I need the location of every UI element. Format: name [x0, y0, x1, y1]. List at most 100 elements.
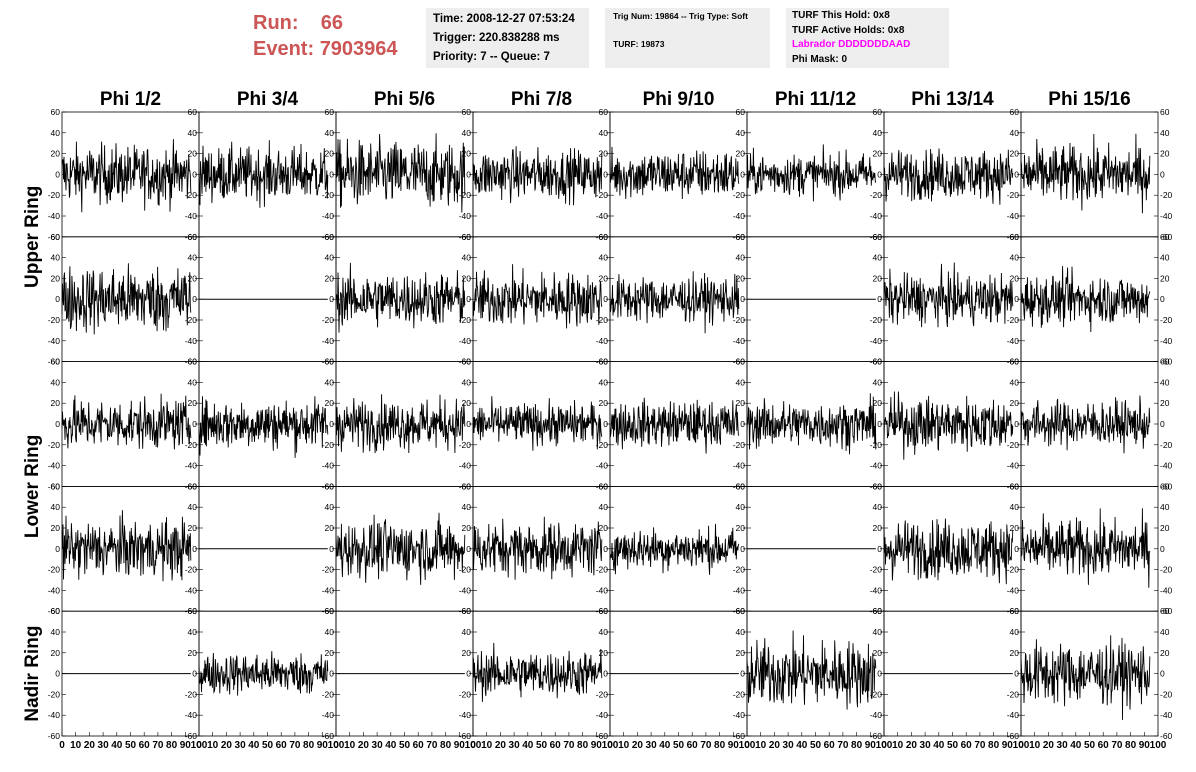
y-tick-label: 0	[603, 669, 608, 679]
x-tick-label: 0	[607, 740, 613, 751]
y-tick-label: 0	[329, 544, 334, 554]
y-tick-label: 60	[1010, 357, 1020, 367]
run-label: Run:	[253, 12, 299, 34]
y-tick-label: 40	[51, 502, 61, 512]
y-tick-label: 40	[736, 627, 746, 637]
y-tick-label: 40	[462, 128, 472, 138]
y-tick-label: 60	[1010, 606, 1020, 616]
y-tick-label: 60	[873, 481, 883, 491]
y-tick-label: -40	[596, 461, 609, 471]
y-tick-label: 20	[188, 648, 198, 658]
y-tick-label: 60	[599, 481, 609, 491]
waveform-trace	[609, 523, 740, 575]
y-tick-label: -20	[459, 440, 472, 450]
y-tick-label: -20	[733, 565, 746, 575]
y-tick-label: 40	[873, 253, 883, 263]
x-tick-label: 50	[399, 740, 411, 751]
y-tick-label: 0	[740, 294, 745, 304]
y-tick-label: -20	[185, 689, 198, 699]
y-tick-label: -40	[870, 211, 883, 221]
y-tick-label: -40	[1160, 710, 1173, 720]
waveform-trace	[61, 139, 192, 213]
y-tick-label: 20	[51, 149, 61, 159]
y-tick-label: 20	[325, 523, 335, 533]
y-tick-label: -40	[48, 585, 61, 595]
y-tick-label: 40	[51, 627, 61, 637]
y-tick-label: 60	[1010, 107, 1020, 117]
y-tick-label: 60	[462, 481, 472, 491]
x-tick-label: 0	[881, 740, 887, 751]
y-tick-label: -40	[48, 211, 61, 221]
y-tick-label: 0	[603, 169, 608, 179]
y-tick-label: -40	[733, 336, 746, 346]
y-tick-label: -20	[459, 315, 472, 325]
phi-mask-text: Phi Mask: 0	[792, 53, 848, 65]
y-tick-label: -40	[870, 710, 883, 720]
y-tick-label: 0	[603, 419, 608, 429]
y-tick-label: 60	[188, 606, 198, 616]
y-tick-label: 0	[1014, 294, 1019, 304]
y-tick-label: 40	[188, 128, 198, 138]
x-tick-label: 90	[728, 740, 740, 751]
y-tick-label: -60	[1160, 357, 1173, 367]
y-tick-label: -20	[1007, 565, 1020, 575]
x-tick-label: 40	[1070, 740, 1082, 751]
panel-frame	[472, 610, 611, 737]
y-tick-label: 60	[51, 107, 61, 117]
y-tick-label: -60	[1160, 606, 1173, 616]
y-tick-label: 0	[1160, 544, 1165, 554]
y-tick-label: 20	[1010, 523, 1020, 533]
y-tick-label: -40	[185, 461, 198, 471]
x-tick-label: 90	[317, 740, 329, 751]
y-tick-label: -40	[1007, 211, 1020, 221]
y-tick-label: -20	[733, 440, 746, 450]
x-tick-label: 70	[700, 740, 712, 751]
y-tick-label: 0	[466, 544, 471, 554]
y-tick-label: -20	[733, 315, 746, 325]
x-tick-label: 90	[1139, 740, 1151, 751]
x-tick-label: 50	[262, 740, 274, 751]
y-tick-label: 0	[55, 294, 60, 304]
y-tick-label: 40	[599, 502, 609, 512]
y-tick-label: 0	[192, 544, 197, 554]
trigger-info-box: Trig Num: 19864 -- Trig Type: Soft TURF:…	[605, 8, 770, 68]
y-tick-label: 0	[192, 169, 197, 179]
y-tick-label: 0	[1014, 169, 1019, 179]
x-tick-label: 60	[139, 740, 151, 751]
y-tick-label: -20	[1007, 440, 1020, 450]
y-tick-label: -40	[185, 336, 198, 346]
y-tick-label: -20	[185, 315, 198, 325]
y-tick-label: 20	[1160, 648, 1170, 658]
y-tick-label: 40	[1160, 627, 1170, 637]
y-tick-label: -40	[48, 710, 61, 720]
y-tick-label: 20	[873, 523, 883, 533]
y-tick-label: -40	[185, 585, 198, 595]
x-tick-label: 30	[646, 740, 658, 751]
y-tick-label: -40	[459, 585, 472, 595]
y-tick-label: 20	[51, 648, 61, 658]
x-tick-label: 10	[70, 740, 82, 751]
y-tick-label: -20	[48, 565, 61, 575]
run-line: Run: 66	[253, 10, 398, 36]
y-tick-label: 0	[55, 169, 60, 179]
waveform-trace	[198, 140, 329, 208]
y-tick-label: -20	[733, 190, 746, 200]
x-tick-label: 60	[687, 740, 699, 751]
y-tick-label: 0	[740, 544, 745, 554]
y-tick-label: -40	[1007, 710, 1020, 720]
y-tick-label: -60	[48, 481, 61, 491]
y-tick-label: 60	[325, 606, 335, 616]
x-tick-label: 20	[632, 740, 644, 751]
y-tick-label: -20	[1007, 689, 1020, 699]
y-tick-label: 60	[462, 107, 472, 117]
y-tick-label: 20	[1160, 149, 1170, 159]
y-tick-label: 40	[188, 377, 198, 387]
y-tick-label: 40	[599, 377, 609, 387]
y-tick-label: 20	[873, 149, 883, 159]
x-tick-label: 60	[413, 740, 425, 751]
waveform-trace	[335, 512, 466, 585]
y-tick-label: 20	[736, 648, 746, 658]
y-tick-label: 0	[55, 419, 60, 429]
column-title: Phi 3/4	[237, 89, 299, 110]
column-title: Phi 5/6	[374, 89, 435, 110]
